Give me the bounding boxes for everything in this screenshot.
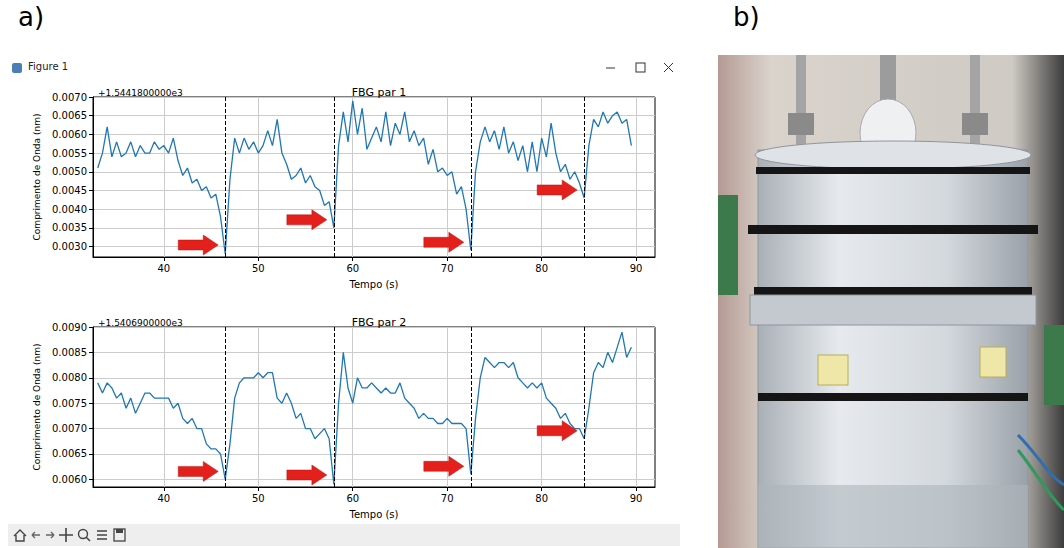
- svg-text:70: 70: [441, 263, 454, 274]
- svg-text:40: 40: [157, 263, 170, 274]
- svg-text:60: 60: [346, 263, 359, 274]
- svg-text:60: 60: [346, 493, 359, 504]
- svg-text:0.0045: 0.0045: [52, 185, 87, 196]
- svg-text:+1.5406900000e3: +1.5406900000e3: [98, 318, 183, 328]
- svg-text:0.0065: 0.0065: [52, 110, 87, 121]
- svg-text:50: 50: [252, 263, 265, 274]
- svg-text:Tempo (s): Tempo (s): [349, 509, 399, 520]
- svg-text:0.0055: 0.0055: [52, 148, 87, 159]
- svg-text:0.0080: 0.0080: [52, 372, 87, 383]
- svg-text:0.0060: 0.0060: [52, 474, 87, 485]
- svg-text:0.0060: 0.0060: [52, 129, 87, 140]
- svg-text:0.0050: 0.0050: [52, 166, 87, 177]
- svg-text:90: 90: [630, 263, 643, 274]
- html-text:Figure 1: Figure 1: [28, 61, 69, 72]
- svg-text:40: 40: [157, 493, 170, 504]
- svg-text:FBG par 2: FBG par 2: [352, 316, 406, 329]
- svg-text:0.0030: 0.0030: [52, 241, 87, 252]
- svg-text:0.0040: 0.0040: [52, 204, 87, 215]
- svg-text:0.0070: 0.0070: [52, 92, 87, 103]
- html-text:a): a): [18, 2, 45, 32]
- svg-text:+1.5441800000e3: +1.5441800000e3: [98, 88, 183, 98]
- svg-text:0.0090: 0.0090: [52, 322, 87, 333]
- svg-text:Tempo (s): Tempo (s): [349, 279, 399, 290]
- svg-text:0.0035: 0.0035: [52, 222, 87, 233]
- svg-text:0.0070: 0.0070: [52, 423, 87, 434]
- svg-text:0.0075: 0.0075: [52, 398, 87, 409]
- svg-text:80: 80: [535, 263, 548, 274]
- svg-text:FBG par 1: FBG par 1: [352, 86, 406, 99]
- svg-text:50: 50: [252, 493, 265, 504]
- svg-text:80: 80: [535, 493, 548, 504]
- svg-text:90: 90: [630, 493, 643, 504]
- svg-text:0.0085: 0.0085: [52, 347, 87, 358]
- html-text:b): b): [733, 2, 760, 32]
- svg-text:70: 70: [441, 493, 454, 504]
- svg-text:0.0065: 0.0065: [52, 448, 87, 459]
- svg-text:Comprimento de Onda (nm): Comprimento de Onda (nm): [32, 114, 42, 241]
- svg-text:Comprimento de Onda (nm): Comprimento de Onda (nm): [32, 344, 42, 471]
